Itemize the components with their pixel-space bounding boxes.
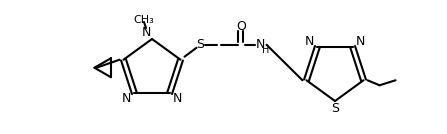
Text: CH₃: CH₃	[134, 15, 154, 25]
Text: N: N	[122, 92, 131, 105]
Text: O: O	[236, 20, 246, 33]
Text: H: H	[262, 45, 269, 55]
Text: N: N	[141, 25, 151, 38]
Text: N: N	[173, 92, 182, 105]
Text: S: S	[331, 103, 339, 116]
Text: N: N	[256, 38, 265, 51]
Text: N: N	[356, 35, 365, 48]
Text: S: S	[197, 38, 205, 51]
Text: N: N	[305, 35, 314, 48]
